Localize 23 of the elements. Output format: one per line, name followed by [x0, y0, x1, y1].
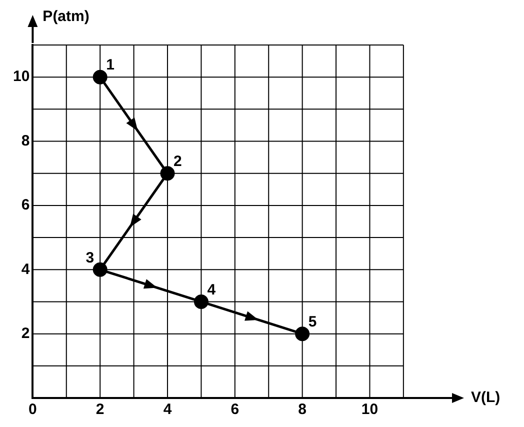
annotation: 2	[174, 153, 182, 170]
x-axis-title: V(L)	[471, 389, 500, 406]
point	[92, 70, 108, 84]
y-tick-label: 8	[21, 132, 30, 150]
x-tick-label: 2	[96, 401, 104, 418]
annotation: 1	[106, 56, 114, 74]
point	[92, 262, 108, 277]
annotation: 5	[308, 313, 317, 330]
y-tick-label: 4	[21, 260, 30, 278]
y-tick-label: 10	[12, 68, 30, 86]
x-tick-label: 0	[28, 401, 37, 418]
y-tick-label: 2	[21, 324, 30, 342]
y-axis-title: P(atm)	[42, 8, 90, 26]
annotation: 3	[86, 249, 94, 266]
point	[194, 294, 208, 309]
y-tick-label: 6	[21, 196, 30, 214]
x-tick-label: 10	[361, 401, 378, 418]
annotation: 4	[207, 281, 216, 298]
x-tick-label: 8	[298, 401, 306, 418]
x-tick-label: 4	[163, 401, 172, 418]
point	[160, 166, 175, 181]
point	[295, 326, 310, 342]
x-tick-label: 6	[230, 401, 240, 418]
